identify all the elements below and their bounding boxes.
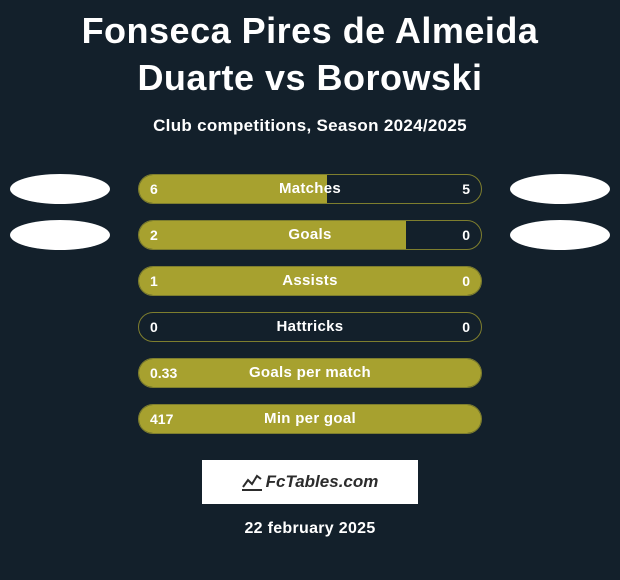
stats-area: Matches65 Goals20 Assists10 Hattricks00 Goal…: [0, 174, 620, 434]
stat-row: Assists10: [0, 266, 620, 296]
stat-bar-track: [138, 312, 482, 342]
player-oval-right: [510, 220, 610, 250]
page-subtitle: Club competitions, Season 2024/2025: [0, 116, 620, 136]
page-title: Fonseca Pires de Almeida Duarte vs Borow…: [0, 0, 620, 102]
stat-row: Goals per match0.33: [0, 358, 620, 388]
date-text: 22 february 2025: [0, 520, 620, 538]
stat-bar-fill: [139, 221, 406, 249]
brand-badge: FcTables.com: [202, 460, 418, 504]
stat-bar-track: [138, 220, 482, 250]
stat-row: Hattricks00: [0, 312, 620, 342]
stat-row: Goals20: [0, 220, 620, 250]
player-oval-left: [10, 220, 110, 250]
chart-icon: [242, 473, 262, 491]
stat-row: Matches65: [0, 174, 620, 204]
stat-bar-track: [138, 174, 482, 204]
stat-bar-fill: [139, 405, 481, 433]
stat-bar-fill: [139, 359, 481, 387]
stat-bar-fill: [139, 267, 481, 295]
stat-row: Min per goal417: [0, 404, 620, 434]
player-oval-left: [10, 174, 110, 204]
stat-bar-fill: [139, 175, 327, 203]
stat-bar-track: [138, 358, 482, 388]
brand-text: FcTables.com: [266, 472, 379, 492]
stat-bar-track: [138, 404, 482, 434]
stat-bar-track: [138, 266, 482, 296]
player-oval-right: [510, 174, 610, 204]
